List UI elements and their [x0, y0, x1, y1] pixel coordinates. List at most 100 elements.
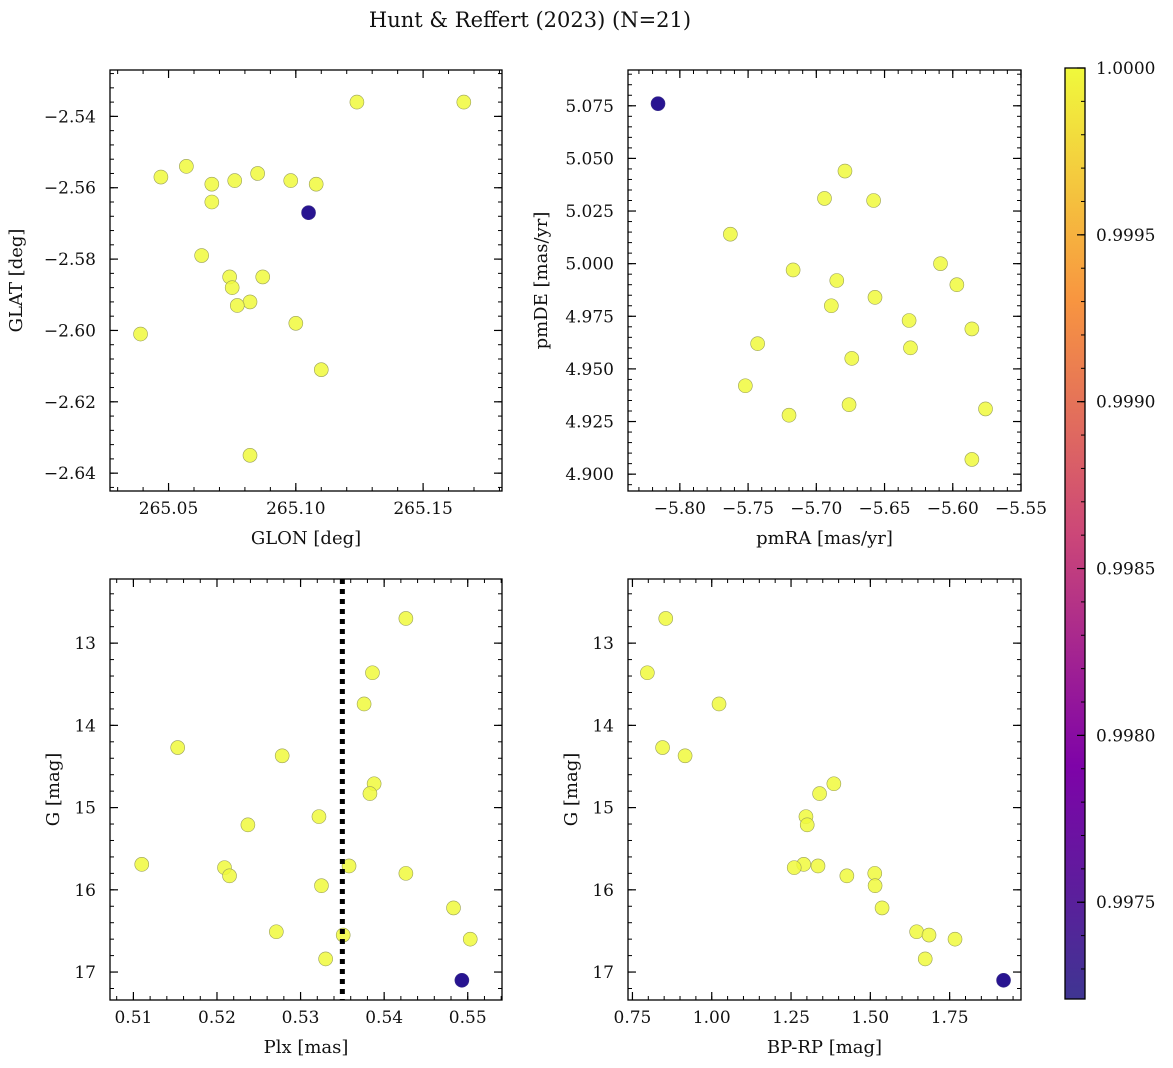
y-axis-label: pmDE [mas/yr]: [531, 212, 552, 350]
data-point: [723, 226, 738, 242]
data-point: [812, 786, 827, 801]
data-point: [274, 748, 290, 764]
panel-sky-position: 265.05 265.10 265.15 −2.54 −2.56 −2.58 −2.60 −2…: [6, 69, 503, 549]
colorbar-tick-label: 1.0000: [1096, 59, 1155, 79]
y-tick-label: 4.950: [565, 360, 614, 380]
data-point: [301, 205, 316, 221]
data-point: [229, 298, 245, 313]
y-tick-label: 4.925: [565, 413, 614, 433]
data-point: [269, 924, 284, 940]
data-point: [810, 858, 826, 874]
x-axis-label: Plx [mas]: [264, 1037, 349, 1058]
data-point: [224, 280, 240, 295]
data-point: [874, 900, 890, 916]
data-point: [658, 611, 674, 626]
data-point: [311, 809, 327, 824]
y-tick-label: 13: [592, 634, 614, 654]
data-point: [255, 269, 271, 285]
y-axis-label: G [mag]: [43, 753, 64, 826]
data-point: [978, 401, 993, 417]
data-point: [640, 665, 655, 681]
data-point: [964, 452, 980, 467]
x-axis-label: BP-RP [mag]: [767, 1037, 882, 1058]
data-point: [179, 159, 194, 174]
data-point: [242, 448, 258, 463]
colorbar-tick-label: 0.9980: [1096, 726, 1155, 746]
data-point: [650, 96, 666, 111]
x-tick-label: 0.55: [449, 1008, 487, 1028]
data-point: [711, 696, 727, 712]
colorbar-tick-label: 0.9990: [1096, 393, 1155, 413]
y-tick-label: −2.54: [44, 107, 96, 127]
x-tick-label: 265.05: [139, 499, 198, 519]
data-point: [921, 927, 937, 943]
x-tick-label: −5.65: [858, 499, 910, 519]
data-point: [996, 972, 1011, 988]
data-point: [204, 176, 220, 192]
data-point: [204, 194, 220, 210]
y-tick-label: 14: [592, 716, 614, 736]
data-point: [839, 868, 855, 884]
data-point: [867, 290, 883, 305]
data-point: [933, 256, 948, 271]
y-tick-label: −2.60: [44, 321, 96, 341]
data-point: [314, 878, 329, 894]
y-tick-label: 16: [592, 881, 614, 901]
data-point: [194, 248, 209, 263]
colorbar-tick-label: 0.9985: [1096, 560, 1155, 580]
y-tick-label: 13: [74, 634, 96, 654]
colorbar-tick-label: 0.9975: [1096, 893, 1155, 913]
x-tick-label: 0.52: [198, 1008, 236, 1028]
data-point: [250, 166, 265, 181]
x-tick-label: 0.53: [282, 1008, 320, 1028]
data-point: [677, 748, 693, 764]
x-tick-label: −5.75: [722, 499, 774, 519]
data-point: [867, 866, 883, 881]
data-point: [817, 191, 832, 206]
x-tick-label: 1.75: [931, 1008, 969, 1028]
plot-frame: [627, 69, 1022, 492]
data-point: [799, 817, 815, 833]
data-point: [909, 924, 924, 940]
data-point: [738, 378, 753, 394]
y-axis-label: G [mag]: [561, 753, 582, 826]
data-point: [837, 163, 853, 179]
y-tick-label: 5.000: [565, 255, 614, 275]
x-tick-label: −5.80: [654, 499, 706, 519]
colorbar: 0.9975 0.9980 0.9985 0.9990 0.9995 1.0000: [1064, 59, 1155, 1000]
y-tick-label: −2.62: [44, 393, 96, 413]
data-point: [964, 321, 980, 337]
plot-frame: [109, 69, 503, 492]
data-point: [356, 696, 372, 712]
data-point: [341, 858, 357, 874]
x-tick-label: 0.54: [365, 1008, 403, 1028]
x-tick-label: 0.51: [114, 1008, 152, 1028]
y-tick-label: 4.900: [565, 465, 614, 485]
y-tick-label: −2.64: [44, 464, 96, 484]
data-point: [308, 176, 324, 192]
data-point: [829, 273, 845, 288]
data-point: [866, 193, 881, 208]
data-point: [153, 169, 169, 185]
data-point: [903, 340, 918, 356]
data-point: [134, 857, 150, 872]
data-point: [242, 294, 258, 310]
y-axis-label: GLAT [deg]: [6, 229, 27, 333]
panel-proper-motion: −5.80 −5.75 −5.70 −5.65 −5.60 −5.55 4.900 4.925…: [531, 69, 1047, 549]
data-point: [313, 362, 329, 377]
x-tick-label: 0.75: [614, 1008, 652, 1028]
data-point: [318, 951, 333, 967]
colorbar-gradient: [1064, 67, 1086, 1000]
data-point: [867, 878, 883, 894]
x-tick-label: −5.55: [995, 499, 1047, 519]
data-point: [398, 866, 414, 881]
y-tick-label: 15: [74, 799, 96, 819]
panel-parallax-magnitude: 0.51 0.52 0.53 0.54 0.55 13 14 15 16 17 Plx [mas] G…: [43, 578, 503, 1058]
data-point: [901, 313, 917, 328]
figure-title: Hunt & Reffert (2023) (N=21): [369, 8, 691, 32]
data-point: [454, 972, 470, 988]
panel-color-magnitude: 0.75 1.00 1.25 1.50 1.75 13 14 15 16 17 BP-RP [mag…: [561, 578, 1022, 1058]
x-tick-label: 1.50: [851, 1008, 889, 1028]
y-tick-label: −2.56: [44, 179, 96, 199]
